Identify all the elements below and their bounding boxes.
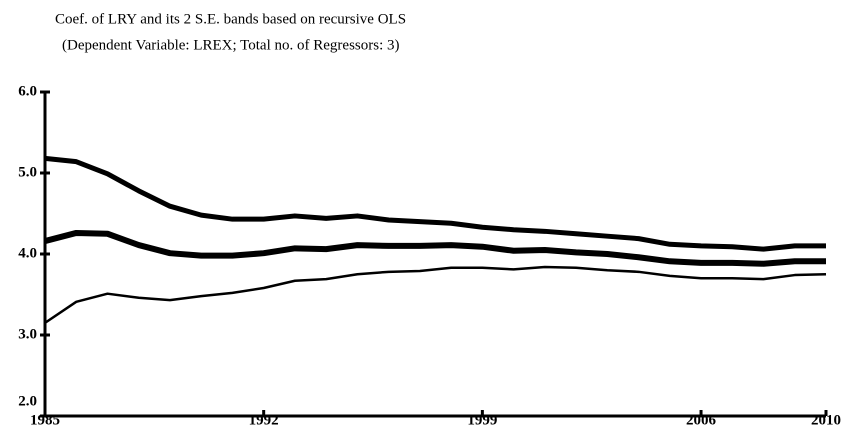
x-tick-label: 1992 [249,412,279,425]
x-tick-label: 2006 [686,412,717,425]
series-line [44,155,826,252]
x-tick-label: 1999 [467,412,497,425]
series-line [44,229,826,267]
y-tick-label: 5.0 [18,164,37,180]
y-tick-label: 6.0 [18,83,37,99]
series-line [44,265,827,324]
x-tick-label: 1985 [30,412,60,425]
y-tick-label: 2.0 [18,393,37,409]
x-tick-label: 2010 [811,412,841,425]
y-tick-label: 4.0 [18,245,37,261]
y-tick-label: 3.0 [18,326,37,342]
chart-title: Coef. of LRY and its 2 S.E. bands based … [55,11,406,27]
chart-subtitle: (Dependent Variable: LREX; Total no. of … [62,37,400,53]
